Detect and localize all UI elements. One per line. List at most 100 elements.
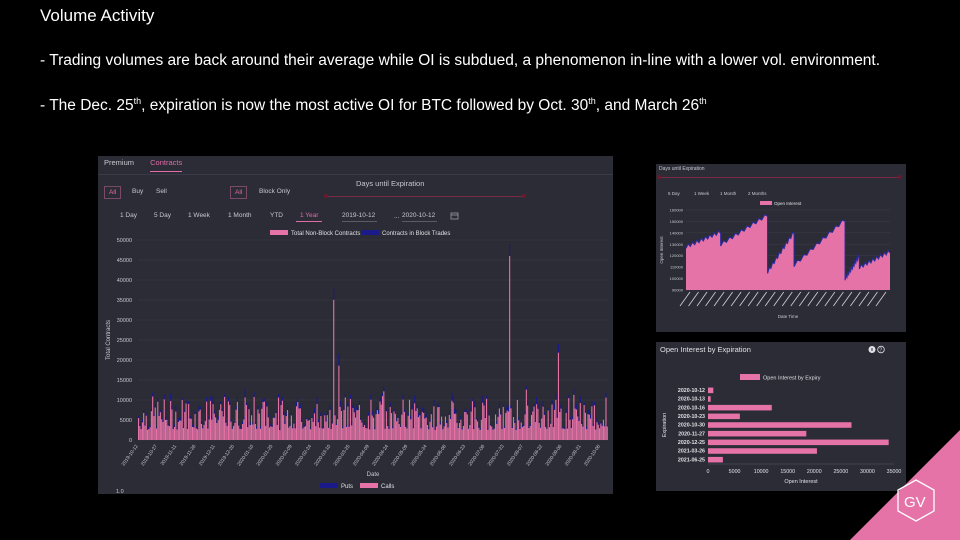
oi-slider-handle-left[interactable] — [657, 175, 661, 179]
bar-non-block — [149, 427, 151, 440]
bar-non-block — [295, 406, 298, 440]
bar-non-block — [396, 421, 398, 440]
filter-all-button[interactable]: All — [104, 186, 122, 199]
bar-block — [267, 414, 269, 418]
exp-category-label: 2021-06-25 — [678, 457, 705, 463]
bar-block — [393, 409, 395, 412]
date-to-input[interactable]: 2020-10-12 — [402, 212, 438, 222]
oi-expiration-title: Open Interest by Expiration — [660, 345, 751, 354]
bar-block — [284, 420, 286, 424]
bar-non-block — [552, 427, 554, 440]
calendar-icon[interactable] — [450, 211, 459, 220]
bar-non-block — [204, 420, 206, 440]
bar-non-block — [438, 406, 440, 440]
bar-block — [389, 402, 391, 407]
oi-slider-handle-right[interactable] — [898, 175, 902, 179]
oi-x-tick-label — [679, 291, 691, 307]
exp-bar — [708, 413, 740, 420]
bar-block — [308, 417, 310, 420]
bar-non-block — [489, 425, 491, 440]
exp-category-label: 2020-10-12 — [678, 388, 705, 394]
oi-expiration-chart: Open Interest by Expiry 2020-10-12 2020-10… — [662, 374, 901, 485]
bar-non-block — [172, 429, 174, 440]
bar-block — [138, 416, 140, 418]
bar-block — [563, 427, 565, 429]
bullet-expiration: - The Dec. 25th, expiration is now the m… — [40, 96, 707, 115]
expiration-slider-handle-right[interactable] — [522, 194, 526, 198]
tab-contracts[interactable]: Contracts — [150, 158, 183, 172]
bar-block — [240, 427, 242, 429]
range-1-year-button[interactable]: 1 Year — [296, 210, 323, 222]
range-1-week-button[interactable]: 1 Week — [188, 212, 210, 219]
bar-block — [180, 417, 182, 421]
y-tick-label: 30000 — [117, 318, 132, 324]
oi-range-2-months[interactable]: 2 Months — [748, 191, 767, 196]
exp-y-axis-label: Expiration — [662, 413, 668, 437]
bar-block — [581, 421, 583, 424]
bar-non-block — [505, 412, 507, 440]
expiration-slider-track[interactable] — [326, 196, 524, 197]
bar-block — [378, 409, 380, 414]
oi-y-tick-label: 120000 — [670, 253, 684, 258]
trade-all-button[interactable]: All — [230, 186, 248, 199]
y-axis-label: Total Contracts — [106, 320, 112, 360]
bar-block — [342, 426, 344, 429]
oi-range-1-month[interactable]: 1 Month — [720, 191, 737, 196]
bar-block — [484, 415, 486, 418]
bar-block — [245, 402, 247, 405]
bar-block — [493, 427, 495, 429]
x-tick-label: 2019-11-11 — [160, 443, 179, 466]
filter-buy-button[interactable]: Buy — [132, 188, 144, 195]
info-icons[interactable]: ? — [868, 345, 888, 354]
bar-non-block — [470, 411, 472, 440]
bar-non-block — [443, 426, 445, 440]
bar-block — [194, 411, 196, 414]
exp-x-tick-label: 30000 — [860, 469, 875, 475]
bar-block — [347, 402, 349, 407]
bar-block — [317, 419, 319, 423]
bar-block — [492, 427, 494, 430]
range-1-day-button[interactable]: 1 Day — [120, 212, 137, 219]
bar-block — [414, 395, 416, 404]
bar-non-block — [163, 399, 165, 440]
bar-non-block — [275, 413, 277, 440]
bar-non-block — [584, 412, 586, 440]
bar-block — [248, 405, 250, 410]
oi-range-5-day[interactable]: 5 Day — [668, 191, 680, 196]
range-1-month-button[interactable]: 1 Month — [228, 212, 252, 219]
bar-non-block — [523, 425, 525, 440]
bar-non-block — [559, 411, 561, 440]
bar-non-block — [597, 424, 599, 440]
bar-non-block — [243, 419, 245, 440]
bar-block — [366, 427, 368, 429]
bar-block — [420, 426, 422, 429]
date-from-input[interactable]: 2019-10-12 — [342, 212, 378, 222]
bar-block — [376, 407, 378, 411]
bar-block — [148, 426, 150, 429]
bar-non-block — [340, 410, 342, 440]
tab-premium[interactable]: Premium — [104, 158, 135, 167]
bar-non-block — [435, 426, 438, 440]
block-only-button[interactable]: Block Only — [259, 188, 291, 195]
days-until-expiration-label: Days until Expiration — [356, 179, 425, 188]
bar-non-block — [311, 417, 313, 440]
bar-block — [397, 415, 399, 418]
bar-block — [455, 408, 457, 414]
range-ytd-button[interactable]: YTD — [270, 212, 283, 219]
oi-range-1-week[interactable]: 1 Week — [694, 191, 710, 196]
bar-block — [231, 427, 233, 429]
bar-block — [262, 399, 264, 402]
bar-non-block — [588, 414, 590, 440]
bar-non-block — [590, 418, 592, 440]
bar-block — [407, 412, 409, 416]
bar-block — [163, 394, 165, 400]
expiration-slider-handle-left[interactable] — [324, 194, 328, 198]
bar-non-block — [182, 428, 185, 440]
filter-sell-button[interactable]: Sell — [156, 188, 167, 195]
oi-slider-track[interactable] — [659, 177, 901, 178]
bar-non-block — [388, 428, 390, 440]
range-5-day-button[interactable]: 5 Day — [154, 212, 171, 219]
bar-non-block — [225, 422, 227, 440]
bar-block — [384, 427, 386, 429]
bar-block — [475, 417, 477, 420]
